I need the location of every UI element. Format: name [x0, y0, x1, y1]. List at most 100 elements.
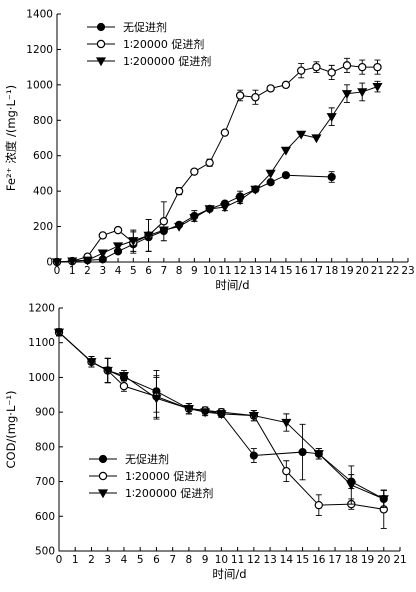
legend-label: 1∶200000 促进剂 [125, 486, 213, 500]
data-point [327, 172, 336, 182]
y-tick-label: 500 [35, 546, 55, 558]
x-tick-label: 5 [130, 265, 137, 277]
data-point [112, 242, 124, 252]
x-tick-label: 3 [99, 265, 106, 277]
data-point [358, 62, 367, 72]
data-point [248, 411, 259, 421]
y-axis-label: Fe²⁺ 浓度 /(mg·L⁻¹) [4, 85, 18, 191]
y-tick-label: 1100 [28, 337, 55, 349]
y-tick-label: 700 [35, 476, 55, 488]
x-tick-label: 16 [312, 554, 326, 566]
series-2 [53, 328, 389, 509]
x-tick-label: 20 [377, 554, 390, 566]
data-point [313, 450, 324, 460]
data-point [282, 466, 291, 476]
data-point [174, 186, 184, 196]
x-tick-label: 11 [218, 265, 231, 277]
data-point [372, 82, 383, 92]
x-tick-label: 10 [215, 554, 228, 566]
data-point [82, 256, 93, 266]
x-tick-label: 14 [264, 265, 278, 277]
y-tick-label: 900 [35, 407, 55, 419]
data-point [174, 222, 185, 232]
axis-lines [58, 308, 400, 552]
data-point [326, 113, 337, 122]
x-tick-label: 7 [169, 554, 176, 566]
data-point [216, 410, 227, 420]
data-point [342, 61, 352, 70]
legend-marker [96, 39, 106, 49]
data-point [204, 205, 215, 215]
x-tick-label: 12 [247, 554, 260, 566]
x-tick-label: 9 [202, 554, 209, 566]
data-point [251, 93, 260, 102]
data-point [341, 90, 353, 99]
data-point [53, 328, 65, 338]
legend-marker [95, 57, 107, 67]
data-point [235, 196, 246, 206]
x-tick-label: 1 [72, 554, 79, 566]
x-tick-label: 2 [88, 554, 95, 566]
y-tick-label: 800 [33, 115, 53, 127]
legend-marker [96, 22, 106, 32]
data-point [296, 130, 307, 140]
x-tick-label: 7 [160, 265, 167, 277]
y-tick-label: 400 [33, 186, 53, 198]
x-tick-label: 2 [84, 265, 91, 277]
data-point [311, 134, 322, 144]
x-tick-label: 17 [328, 554, 341, 566]
x-tick-label: 13 [263, 554, 276, 566]
x-tick-label: 0 [56, 554, 63, 566]
data-point [118, 372, 130, 381]
x-tick-label: 21 [371, 265, 384, 277]
y-tick-label: 1200 [28, 303, 55, 315]
x-tick-label: 8 [186, 554, 193, 566]
x-axis-label: 时间/d [212, 567, 246, 581]
data-point [296, 66, 306, 75]
data-point [249, 451, 258, 460]
axis-lines [56, 14, 408, 263]
data-point [190, 167, 199, 176]
x-tick-label: 6 [153, 554, 160, 566]
x-tick-label: 18 [325, 265, 338, 277]
data-point [281, 80, 291, 90]
data-point [373, 62, 382, 72]
legend-marker [97, 489, 109, 499]
x-tick-label: 12 [233, 265, 246, 277]
x-tick-label: 6 [145, 265, 152, 277]
x-tick-label: 19 [361, 554, 374, 566]
x-tick-label: 8 [176, 265, 183, 277]
x-tick-label: 13 [249, 265, 262, 277]
data-point [314, 500, 324, 510]
y-tick-label: 600 [33, 150, 53, 162]
data-point [266, 178, 275, 187]
series-1 [52, 57, 382, 267]
y-tick-label: 0 [46, 257, 53, 269]
data-point [102, 366, 113, 376]
y-tick-label: 800 [35, 441, 55, 453]
x-tick-label: 1 [69, 265, 76, 277]
x-tick-label: 5 [137, 554, 144, 566]
series-line [56, 86, 378, 263]
series-line [56, 64, 378, 263]
data-point [265, 169, 276, 179]
x-tick-label: 17 [310, 265, 323, 277]
x-tick-label: 15 [279, 265, 292, 277]
x-tick-label: 14 [280, 554, 294, 566]
data-point [346, 481, 357, 491]
legend-label: 1∶20000 促进剂 [123, 37, 204, 51]
data-point [205, 158, 214, 167]
x-tick-label: 21 [393, 554, 406, 566]
x-tick-label: 16 [294, 265, 308, 277]
x-tick-label: 19 [340, 265, 353, 277]
data-point [357, 88, 368, 98]
data-point [281, 418, 292, 428]
data-point [280, 146, 291, 156]
x-tick-label: 9 [191, 265, 198, 277]
y-tick-label: 200 [33, 221, 53, 233]
y-tick-label: 1000 [26, 79, 53, 91]
data-point [183, 405, 194, 414]
y-tick-label: 600 [35, 511, 55, 523]
